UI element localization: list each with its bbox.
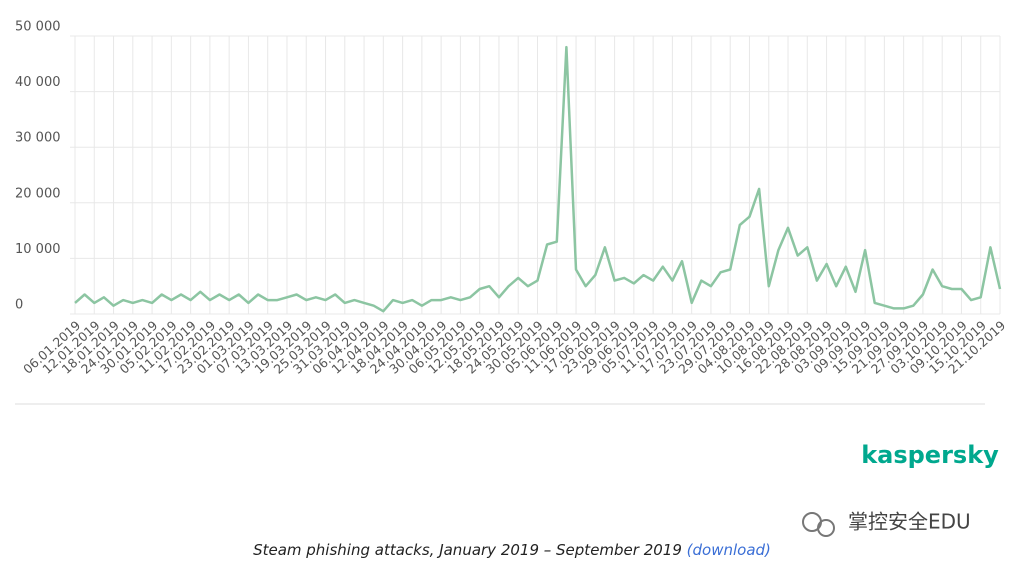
y-tick-label: 40 000 (15, 75, 61, 90)
data-line (74, 45, 1002, 313)
watermark-icon (817, 519, 835, 537)
y-tick-label: 10 000 (15, 242, 61, 257)
brand-logo: kaspersky (861, 441, 999, 469)
y-tick-label: 50 000 (15, 20, 61, 35)
watermark: 掌控安全EDU (848, 510, 971, 534)
caption: Steam phishing attacks, January 2019 – S… (253, 541, 771, 559)
caption-link[interactable]: (download) (687, 541, 771, 559)
y-tick-label: 30 000 (15, 131, 61, 146)
y-tick-label: 20 000 (15, 186, 61, 201)
caption-text: Steam phishing attacks, January 2019 – S… (253, 541, 682, 559)
y-tick-label: 0 (15, 298, 23, 313)
